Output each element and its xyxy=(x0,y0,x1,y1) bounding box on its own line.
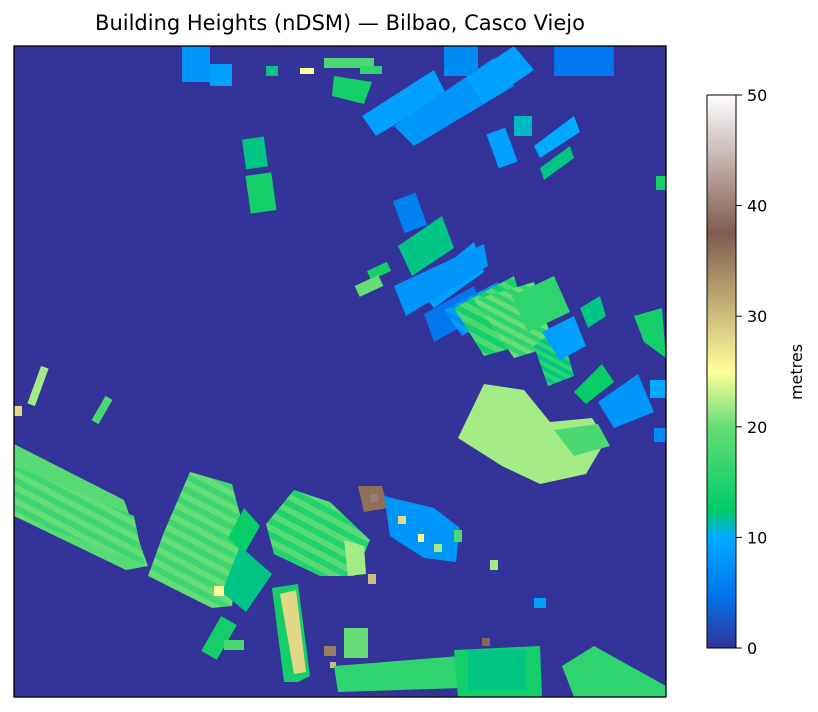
mid-row-blocks xyxy=(514,116,532,136)
bottom-row-blocks xyxy=(468,650,526,690)
page-title: Building Heights (nDSM) — Bilbao, Casco … xyxy=(95,11,585,35)
mid-row-blocks xyxy=(542,316,586,360)
church-towers xyxy=(398,516,406,524)
church-towers xyxy=(330,662,336,668)
colorbar-tick-label: 30 xyxy=(747,307,767,326)
colorbar-tick-label: 40 xyxy=(747,197,767,216)
colorbar-tick-label: 10 xyxy=(747,528,767,547)
upper-row-blocks xyxy=(360,66,382,74)
mid-row-blocks xyxy=(242,136,268,170)
ribbed-block-center xyxy=(344,540,366,576)
bottom-row-blocks xyxy=(334,656,462,692)
colorbar-tick-label: 50 xyxy=(747,86,767,105)
mid-row-blocks xyxy=(486,127,518,169)
river-wall xyxy=(14,406,22,416)
mid-row-blocks xyxy=(650,380,666,398)
church-towers xyxy=(370,494,378,502)
church-towers xyxy=(434,544,442,552)
mid-row-blocks xyxy=(654,428,666,442)
map-frame xyxy=(13,45,667,698)
church-towers xyxy=(454,530,462,542)
map-layer xyxy=(14,46,666,697)
mid-row-blocks xyxy=(656,176,666,190)
river-wall xyxy=(27,365,49,407)
church-towers xyxy=(418,534,424,542)
mid-row-blocks xyxy=(354,275,384,297)
upper-row-blocks xyxy=(324,58,374,68)
bottom-row-blocks xyxy=(224,640,244,650)
mid-row-blocks xyxy=(634,308,666,358)
mid-row-blocks xyxy=(540,146,574,180)
church-towers xyxy=(214,586,224,596)
bottom-row-blocks xyxy=(344,628,368,658)
tall-narrow-block xyxy=(280,590,306,674)
upper-row-blocks xyxy=(266,66,278,76)
upper-row-blocks xyxy=(210,64,232,86)
mid-row-blocks xyxy=(245,172,277,214)
mid-row-blocks xyxy=(398,216,454,276)
upper-row-blocks xyxy=(466,46,534,104)
church-towers xyxy=(482,638,490,646)
mid-row-blocks xyxy=(534,598,546,608)
ribbed-block-center-left xyxy=(228,508,260,554)
church-towers xyxy=(324,646,336,656)
church-towers xyxy=(368,574,376,584)
river-wall xyxy=(91,395,113,425)
plaza-block-east xyxy=(554,424,610,456)
colorbar-gradient xyxy=(706,94,737,649)
riverside-block-west xyxy=(14,466,144,564)
mid-row-blocks xyxy=(512,276,570,332)
upper-row-blocks xyxy=(362,70,446,136)
bottom-row-blocks xyxy=(201,616,237,660)
upper-row-blocks xyxy=(182,46,210,82)
mid-row-blocks xyxy=(392,192,428,234)
colorbar-tick-label: 20 xyxy=(747,418,767,437)
mid-row-blocks xyxy=(366,261,392,281)
church-towers xyxy=(490,560,498,570)
colorbar-label: metres xyxy=(787,344,806,400)
upper-row-blocks xyxy=(444,46,478,76)
ribbed-block-center-left xyxy=(148,472,242,608)
bottom-row-blocks xyxy=(562,646,666,697)
ribbed-block-center-left xyxy=(222,546,272,612)
upper-row-blocks xyxy=(300,68,314,74)
upper-row-blocks xyxy=(554,46,614,76)
ribbed-block-center xyxy=(266,490,370,576)
colorbar-ticks: 0 10 20 30 40 50 xyxy=(736,86,767,658)
plaza-block-east xyxy=(458,384,606,484)
upper-row-blocks xyxy=(332,76,372,104)
colorbar-tick-label: 0 xyxy=(747,639,757,658)
mid-row-blocks xyxy=(534,116,580,158)
mid-row-blocks xyxy=(598,374,654,428)
mid-row-blocks xyxy=(394,244,488,316)
mid-row-blocks xyxy=(574,364,614,404)
mid-row-blocks xyxy=(580,296,606,328)
